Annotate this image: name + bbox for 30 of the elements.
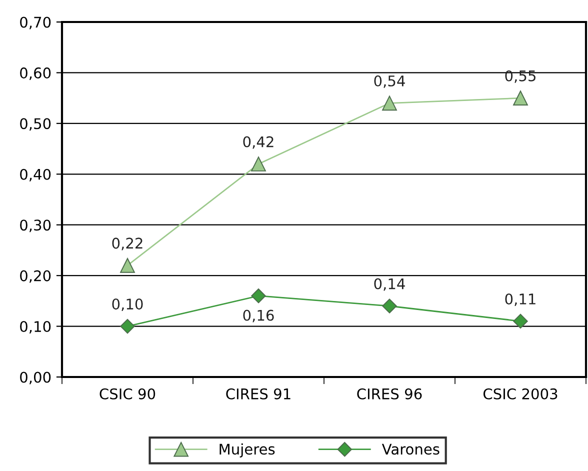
data-label: 0,54 xyxy=(374,75,405,88)
data-label: 0,42 xyxy=(243,136,274,149)
x-tick-label: CIRES 91 xyxy=(226,388,290,400)
point xyxy=(120,258,135,273)
y-tick-label: 0,10 xyxy=(20,321,51,334)
data-label: 0,55 xyxy=(505,70,536,83)
y-tick-label: 0,50 xyxy=(20,118,51,131)
point xyxy=(513,314,528,329)
point xyxy=(251,156,266,172)
point xyxy=(382,96,397,111)
data-label: 0,11 xyxy=(505,293,536,306)
x-tick-label: CSIC 90 xyxy=(100,388,156,400)
x-tick-label: CSIC 2003 xyxy=(483,388,558,400)
legend-label: Mujeres xyxy=(220,443,275,458)
y-tick-label: 0,00 xyxy=(20,372,51,384)
point xyxy=(382,298,397,314)
x-tick-label: CIRES 96 xyxy=(357,388,422,400)
data-label: 0,16 xyxy=(243,310,274,322)
data-label: 0,22 xyxy=(112,238,142,250)
y-tick-label: 0,60 xyxy=(20,67,51,80)
point xyxy=(120,318,135,334)
legend-label: Varones xyxy=(382,444,440,455)
point xyxy=(251,288,266,304)
y-tick-label: 0,40 xyxy=(20,168,51,182)
point xyxy=(513,90,528,106)
y-tick-label: 0,20 xyxy=(20,270,51,283)
y-tick-label: 0,70 xyxy=(20,16,51,30)
data-label: 0,14 xyxy=(374,278,405,291)
y-tick-label: 0,30 xyxy=(20,220,51,232)
data-label: 0,10 xyxy=(112,298,143,312)
